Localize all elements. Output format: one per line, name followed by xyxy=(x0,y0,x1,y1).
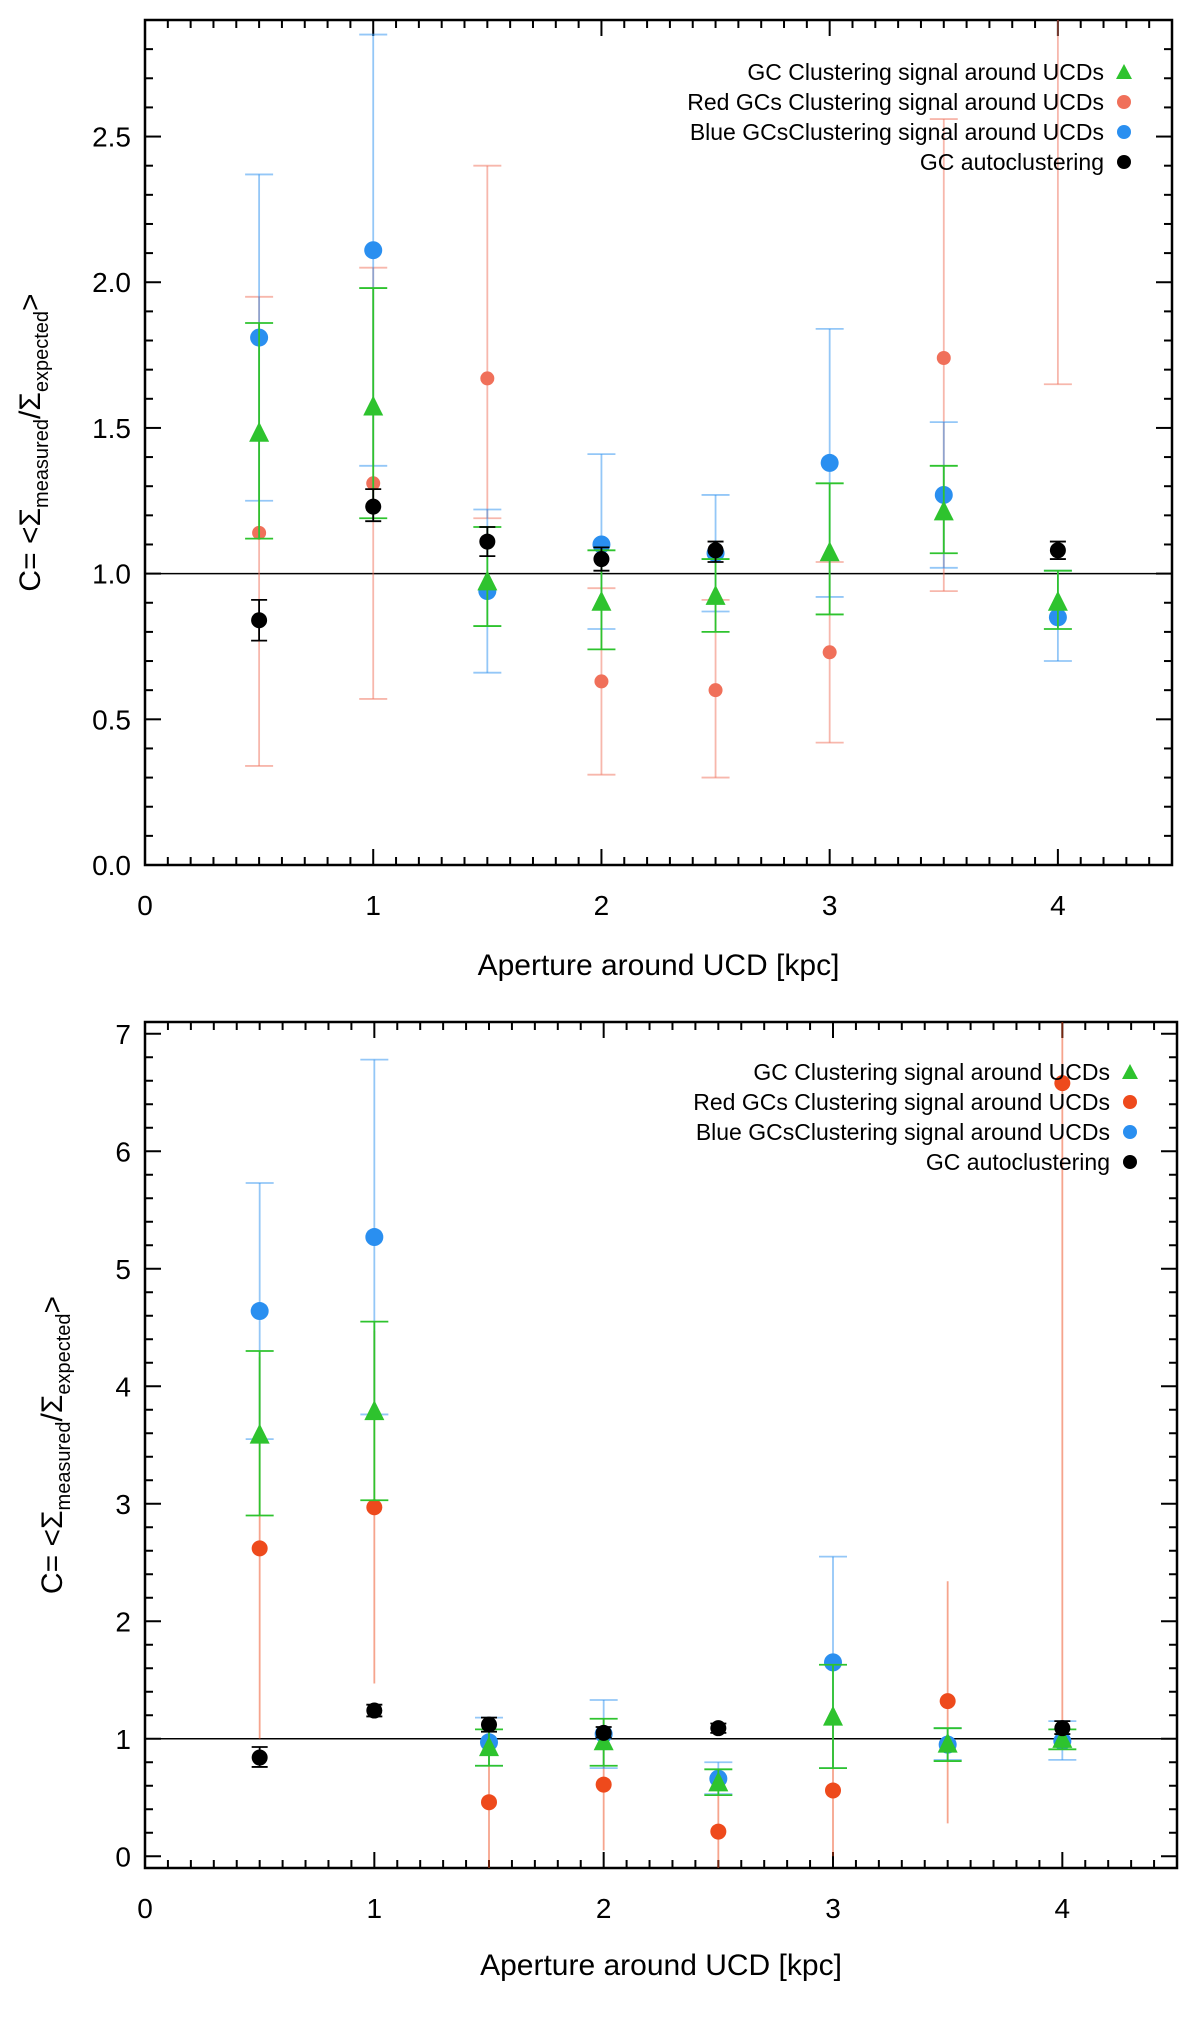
plot-frame xyxy=(143,1020,1179,1870)
data-point-triangle xyxy=(1052,1727,1073,1748)
legend-marker xyxy=(1117,95,1131,109)
data-point xyxy=(824,1653,842,1672)
y-axis-label: C= <Σmeasured/Σexpected> xyxy=(14,293,53,591)
y-tick-label: 6 xyxy=(115,1136,131,1167)
data-point-triangle xyxy=(1047,590,1068,611)
data-point-triangle xyxy=(249,1423,270,1444)
data-point xyxy=(593,551,610,568)
data-point xyxy=(1054,1720,1071,1737)
legend-label: Red GCs Clustering signal around UCDs xyxy=(693,1089,1110,1115)
y-tick-label: 0.5 xyxy=(92,704,131,735)
x-tick-label: 2 xyxy=(594,890,610,921)
data-point xyxy=(366,1499,383,1516)
data-point xyxy=(364,241,383,260)
data-layer xyxy=(245,0,1072,779)
data-point xyxy=(710,1823,727,1840)
x-tick-label: 4 xyxy=(1050,890,1066,921)
data-point-triangle xyxy=(819,541,840,562)
data-point-triangle xyxy=(937,1732,958,1753)
data-point xyxy=(595,1776,612,1793)
legend-marker xyxy=(1117,125,1131,139)
chart-panel-1: 0 1 2 3 4 0.0 0.5 1.0 1.5 2.0 2.5 Aperture around U… xyxy=(14,0,1174,982)
y-tick-label: 1.5 xyxy=(92,413,131,444)
y-tick-label: 1.0 xyxy=(92,559,131,590)
legend-label: Blue GCsClustering signal around UCDs xyxy=(696,1119,1110,1145)
data-point xyxy=(251,1540,268,1557)
data-point-triangle xyxy=(705,584,726,605)
legend-label: Blue GCsClustering signal around UCDs xyxy=(690,119,1104,145)
data-point xyxy=(708,683,723,698)
legend-marker xyxy=(1123,1095,1137,1109)
data-point xyxy=(595,1724,612,1741)
data-point xyxy=(710,1720,727,1737)
data-point-triangle xyxy=(708,1771,729,1792)
data-point xyxy=(479,533,496,550)
data-point xyxy=(250,1302,269,1321)
data-point xyxy=(365,498,382,515)
legend-label: GC autoclustering xyxy=(926,1149,1110,1175)
data-point xyxy=(366,1702,383,1719)
legend-marker xyxy=(1123,1125,1137,1139)
y-axis-label: C= <Σmeasured/Σexpected> xyxy=(36,1296,75,1594)
data-layer xyxy=(245,1022,1077,1868)
legend-label: Red GCs Clustering signal around UCDs xyxy=(687,89,1104,115)
data-point xyxy=(251,612,268,629)
data-point xyxy=(822,645,837,660)
legend-marker xyxy=(1123,1155,1137,1169)
legend-label: GC Clustering signal around UCDs xyxy=(747,59,1104,85)
data-point xyxy=(1051,0,1065,4)
data-point-triangle xyxy=(479,1736,499,1757)
data-point xyxy=(365,1228,384,1247)
x-tick-label: 2 xyxy=(596,1893,612,1924)
y-tick-label: 0.0 xyxy=(92,850,131,881)
data-point-triangle xyxy=(249,421,270,442)
y-tick-label: 2 xyxy=(115,1606,131,1637)
data-point-triangle xyxy=(363,395,384,416)
y-tick-label: 0 xyxy=(115,1841,131,1872)
data-point-triangle xyxy=(933,500,954,521)
data-point-triangle xyxy=(591,590,612,611)
data-point xyxy=(707,542,724,559)
data-point xyxy=(820,453,839,472)
legend-marker-triangle xyxy=(1122,1064,1138,1079)
y-tick-label: 2.0 xyxy=(92,267,131,298)
plot-frame xyxy=(143,18,1174,867)
x-tick-label: 1 xyxy=(367,1893,383,1924)
data-point xyxy=(1049,542,1066,559)
data-point xyxy=(592,535,611,554)
y-tick-label: 2.5 xyxy=(92,122,131,153)
data-point xyxy=(1054,1075,1071,1092)
y-tick-label: 5 xyxy=(115,1254,131,1285)
y-tick-label: 7 xyxy=(115,1019,131,1050)
y-tick-label: 1 xyxy=(115,1724,131,1755)
data-point xyxy=(480,371,495,386)
data-point xyxy=(594,674,609,689)
legend-marker xyxy=(1117,155,1131,169)
x-tick-label: 4 xyxy=(1055,1893,1071,1924)
legend-label: GC Clustering signal around UCDs xyxy=(753,1059,1110,1085)
chart-panel-2: 0 1 2 3 4 0 1 2 3 4 5 6 7 Aperture around UCD [kpc] C=… xyxy=(36,1019,1179,1982)
data-point xyxy=(251,1749,268,1766)
data-point-triangle xyxy=(823,1705,843,1726)
data-point xyxy=(825,1782,841,1799)
y-tick-label: 4 xyxy=(115,1371,131,1402)
data-point xyxy=(939,1693,956,1710)
x-tick-label: 1 xyxy=(365,890,381,921)
x-axis-label: Aperture around UCD [kpc] xyxy=(480,1949,842,1982)
legend-label: GC autoclustering xyxy=(920,149,1104,175)
data-point xyxy=(481,1716,497,1733)
data-point xyxy=(481,1794,497,1811)
x-tick-label: 3 xyxy=(822,890,838,921)
legend-marker-triangle xyxy=(1116,64,1132,79)
x-tick-label: 0 xyxy=(137,890,153,921)
x-axis-label: Aperture around UCD [kpc] xyxy=(478,949,840,982)
data-point-triangle xyxy=(364,1400,385,1421)
data-point-triangle xyxy=(477,570,498,591)
x-tick-label: 0 xyxy=(137,1893,153,1924)
y-tick-label: 3 xyxy=(115,1489,131,1520)
x-tick-label: 3 xyxy=(825,1893,841,1924)
data-point xyxy=(936,351,951,365)
